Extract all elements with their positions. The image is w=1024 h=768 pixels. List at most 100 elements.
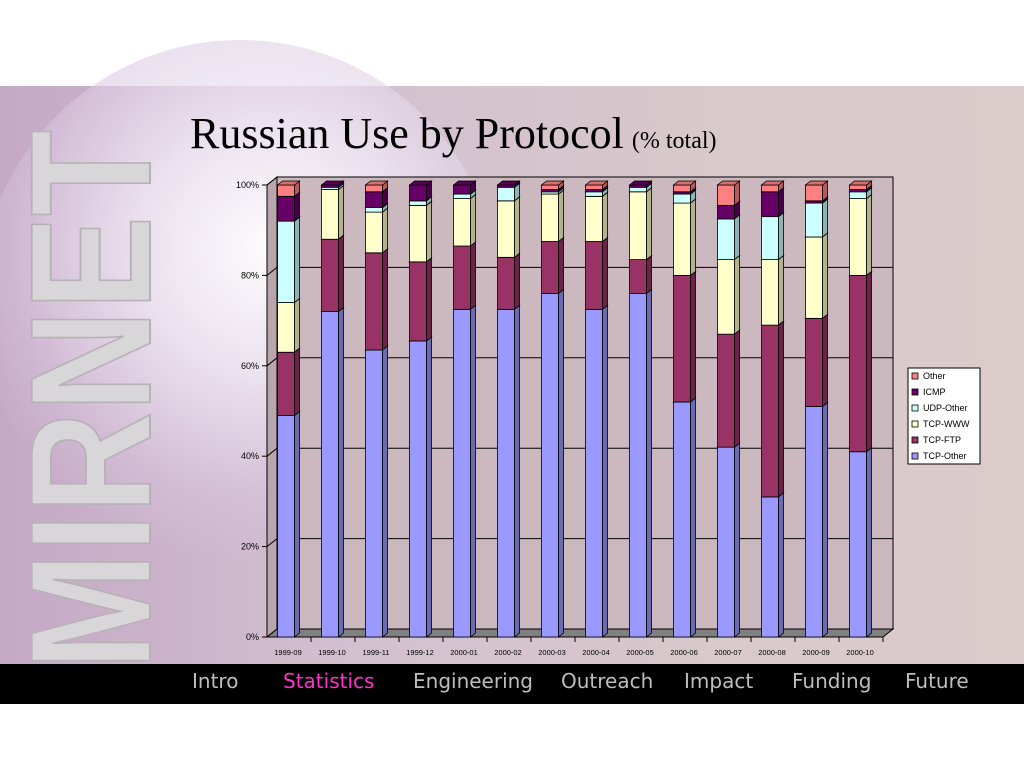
bar-segment-tcp-other xyxy=(672,397,697,638)
nav-item-outreach[interactable]: Outreach xyxy=(561,669,654,693)
legend-item: Other xyxy=(911,371,946,381)
chart-side-wall xyxy=(266,175,278,639)
bar-segment-tcp-www xyxy=(320,184,345,241)
slide-subtitle: (% total) xyxy=(631,128,717,154)
bar-segment-icmp xyxy=(408,180,433,202)
nav-item-intro[interactable]: Intro xyxy=(192,669,239,693)
nav-item-funding[interactable]: Funding xyxy=(792,669,872,693)
bar-segment-udp-other xyxy=(496,182,521,202)
nav-item-engineering[interactable]: Engineering xyxy=(413,669,533,693)
x-tick-label: 2000-02 xyxy=(494,648,522,657)
bar-2000-09 xyxy=(804,180,829,638)
x-tick-label: 2000-06 xyxy=(670,648,698,657)
bar-segment-tcp-other xyxy=(760,492,785,638)
x-tick-label: 2000-03 xyxy=(538,648,566,657)
x-tick-label: 2000-09 xyxy=(802,648,830,657)
bar-2000-05 xyxy=(628,180,653,638)
bar-segment-tcp-www xyxy=(848,193,873,277)
bar-segment-tcp-www xyxy=(628,186,653,261)
bar-2000-07 xyxy=(716,180,741,638)
legend-label: TCP-Other xyxy=(923,451,967,461)
bar-segment-tcp-other xyxy=(848,446,873,638)
bar-segment-tcp-other xyxy=(320,306,345,638)
bar-1999-10 xyxy=(320,180,345,638)
bar-segment-icmp xyxy=(496,180,521,189)
bar-segment-tcp-other xyxy=(452,304,477,638)
bar-segment-icmp xyxy=(452,180,477,195)
legend-item: TCP-Other xyxy=(911,451,967,461)
legend-item: TCP-FTP xyxy=(911,435,961,445)
legend-swatch xyxy=(911,388,919,396)
bar-segment-tcp-www xyxy=(452,193,477,247)
bar-segment-tcp-www xyxy=(364,207,389,254)
bar-segment-tcp-other xyxy=(584,304,609,638)
x-tick-label: 2000-07 xyxy=(714,648,742,657)
x-tick-label: 2000-10 xyxy=(846,648,874,657)
x-tick-label: 2000-04 xyxy=(582,648,610,657)
bar-segment-tcp-www xyxy=(760,254,785,326)
protocol-chart: 0% 20% 40% 60% 80% 100% 1999-09 1999-10 1999-11 1… xyxy=(236,175,981,657)
bar-1999-11 xyxy=(364,180,389,638)
bar-segment-tcp-other xyxy=(276,410,301,638)
bar-2000-02 xyxy=(496,180,521,638)
bar-segment-tcp-ftp xyxy=(540,236,565,295)
y-tick-label: 100% xyxy=(236,180,259,190)
bar-segment-tcp-other xyxy=(804,401,829,638)
bar-segment-tcp-other xyxy=(364,345,389,638)
legend-label: TCP-WWW xyxy=(923,419,970,429)
x-tick-label: 1999-10 xyxy=(318,648,346,657)
bar-segment-udp-other xyxy=(804,198,829,238)
bar-segment-other xyxy=(848,180,873,191)
y-tick-label: 20% xyxy=(241,542,259,552)
bar-segment-other xyxy=(760,180,785,193)
bar-segment-tcp-www xyxy=(496,195,521,259)
bar-segment-tcp-ftp xyxy=(804,313,829,408)
legend-swatch xyxy=(911,420,919,428)
y-tick-label: 0% xyxy=(246,632,259,642)
bar-segment-tcp-ftp xyxy=(364,247,389,351)
nav-item-statistics[interactable]: Statistics xyxy=(283,669,375,693)
bar-segment-tcp-ftp xyxy=(276,347,301,417)
x-tick-label: 2000-05 xyxy=(626,648,654,657)
slide-title-block: Russian Use by Protocol (% total) xyxy=(190,108,717,159)
bar-segment-tcp-www xyxy=(408,200,433,263)
bar-segment-udp-other xyxy=(276,216,301,304)
bar-segment-tcp-other xyxy=(628,288,653,638)
bar-segment-tcp-ftp xyxy=(452,241,477,311)
nav-bar: Intro Statistics Engineering Outreach Impact… xyxy=(0,664,1024,704)
bar-segment-tcp-ftp xyxy=(716,329,741,448)
x-tick-label: 2000-01 xyxy=(450,648,478,657)
bar-segment-tcp-other xyxy=(496,304,521,638)
bar-segment-tcp-other xyxy=(540,288,565,638)
bar-segment-other xyxy=(716,180,741,207)
bar-segment-udp-other xyxy=(760,211,785,261)
x-tick-label: 1999-09 xyxy=(274,648,302,657)
bar-segment-tcp-www xyxy=(804,232,829,320)
bar-segment-tcp-www xyxy=(584,191,609,243)
legend-label: UDP-Other xyxy=(923,403,968,413)
nav-item-impact[interactable]: Impact xyxy=(684,669,754,693)
bar-segment-tcp-ftp xyxy=(760,320,785,498)
bar-segment-tcp-other xyxy=(408,336,433,638)
nav-item-future[interactable]: Future xyxy=(905,669,969,693)
x-tick-label: 2000-08 xyxy=(758,648,786,657)
bar-segment-tcp-ftp xyxy=(584,236,609,311)
bar-segment-tcp-ftp xyxy=(672,270,697,403)
bar-segment-other xyxy=(804,180,829,202)
gridline xyxy=(266,176,893,186)
chart-legend: Other ICMP UDP-Other TCP-WWW TCP-FTP TCP-Othe… xyxy=(907,367,981,465)
chart-y-ticks: 0% 20% 40% 60% 80% 100% xyxy=(236,180,267,642)
bar-segment-tcp-ftp xyxy=(628,254,653,295)
legend-item: UDP-Other xyxy=(911,403,968,413)
bar-segment-tcp-ftp xyxy=(320,234,345,313)
bar-segment-tcp-other xyxy=(716,442,741,638)
bar-segment-tcp-ftp xyxy=(848,270,873,453)
y-tick-label: 40% xyxy=(241,451,259,461)
legend-swatch xyxy=(911,372,919,380)
bar-2000-10 xyxy=(848,180,873,638)
bar-segment-tcp-www xyxy=(540,189,565,243)
y-tick-label: 60% xyxy=(241,361,259,371)
bar-2000-08 xyxy=(760,180,785,638)
bar-segment-tcp-www xyxy=(716,254,741,335)
